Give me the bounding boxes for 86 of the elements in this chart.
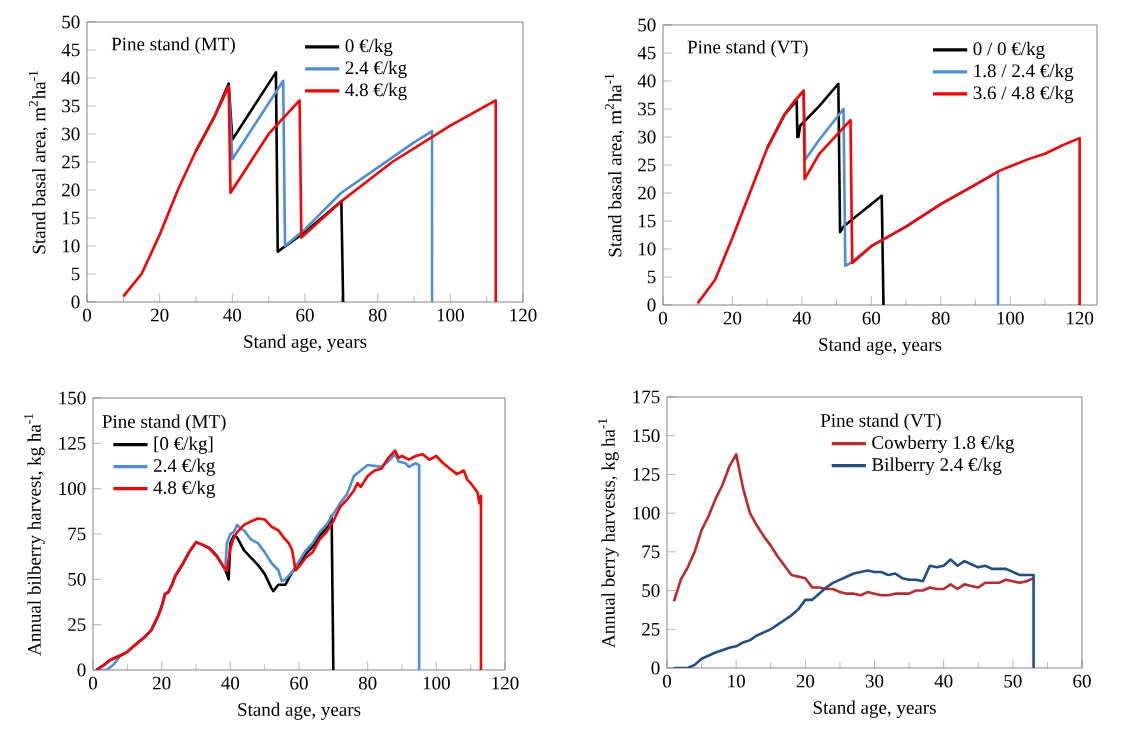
y-tick-label: 40 — [61, 71, 80, 85]
legend-label: 0 €/kg — [345, 38, 393, 57]
x-tick-label: 60 — [862, 311, 881, 325]
y-tick-label: 10 — [62, 239, 80, 253]
x-tick-label: 10 — [728, 674, 745, 688]
y-tick-label: 35 — [638, 102, 656, 116]
x-tick-label: 20 — [153, 676, 171, 690]
x-tick-label: 80 — [368, 308, 387, 322]
y-tick-label: 50 — [638, 18, 656, 32]
y-tick-label: 15 — [638, 214, 656, 228]
x-tick-label: 0 — [662, 674, 672, 688]
y-axis-title: Annual berry harvests, kg ha$^{-1}$ — [598, 418, 619, 648]
y-tick-label: 10 — [638, 242, 656, 256]
y-tick-label: 50 — [642, 584, 660, 597]
y-tick-label: 175 — [633, 390, 660, 404]
annotation: Pine stand (VT) — [687, 40, 808, 58]
y-axis-title: Stand basal area, m$^{2}$ha$^{-1}$ — [604, 74, 625, 257]
x-tick-label: 40 — [221, 676, 240, 690]
legend-label: 0 / 0 €/kg — [973, 41, 1045, 60]
y-tick-label: 30 — [638, 130, 656, 144]
y-tick-label: 25 — [62, 155, 80, 169]
y-tick-label: 15 — [62, 211, 80, 225]
legend-label: 3.6 / 4.8 €/kg — [973, 85, 1074, 104]
y-tick-label: 25 — [638, 158, 656, 172]
y-tick-label: 5 — [647, 270, 656, 284]
y-axis-title: Stand basal area, m$^{2}$ha$^{-1}$ — [28, 71, 49, 254]
y-tick-label: 45 — [61, 43, 80, 57]
x-tick-label: 80 — [931, 311, 950, 325]
x-tick-label: 80 — [358, 676, 377, 690]
y-tick-label: 100 — [59, 482, 86, 496]
y-axis-title: Annual bilberry harvest, kg ha$^{-1}$ — [24, 413, 45, 656]
legend-title: Pine stand (MT) — [102, 414, 226, 432]
y-tick-label: 5 — [71, 267, 80, 281]
legend-label: 4.8 €/kg — [345, 82, 407, 101]
x-tick-label: 60 — [290, 676, 308, 690]
x-tick-label: 100 — [997, 311, 1024, 325]
y-tick-label: 0 — [651, 661, 660, 675]
y-tick-label: 20 — [638, 186, 656, 200]
x-tick-label: 20 — [151, 308, 169, 322]
y-tick-label: 40 — [637, 74, 656, 88]
x-tick-label: 100 — [423, 676, 450, 690]
x-axis-title: Stand age, years — [238, 702, 361, 720]
x-axis-title: Stand age, years — [813, 700, 936, 718]
y-tick-label: 125 — [633, 468, 660, 481]
x-tick-label: 60 — [1073, 674, 1091, 688]
y-tick-label: 20 — [62, 183, 80, 197]
x-tick-label: 20 — [723, 311, 742, 325]
y-tick-label: 50 — [62, 15, 80, 29]
y-tick-label: 150 — [633, 429, 660, 443]
legend-label: 2.4 €/kg — [153, 458, 216, 476]
y-tick-label: 45 — [637, 46, 656, 60]
legend-label: [0 €/kg] — [154, 436, 213, 454]
x-tick-label: 120 — [1067, 311, 1094, 325]
y-tick-label: 50 — [68, 572, 86, 586]
x-tick-label: 20 — [796, 674, 815, 688]
legend-label: 1.8 / 2.4 €/kg — [974, 63, 1074, 82]
legend-title: Pine stand (VT) — [820, 413, 941, 431]
y-tick-label: 0 — [77, 663, 86, 677]
y-tick-label: 30 — [62, 127, 80, 141]
legend-label: Bilberry 2.4 €/kg — [871, 457, 1002, 475]
legend-label: 4.8 €/kg — [153, 480, 216, 498]
legend-label: Cowberry 1.8 €/kg — [872, 435, 1015, 453]
x-tick-label: 100 — [437, 308, 464, 322]
x-tick-label: 40 — [223, 308, 242, 322]
x-tick-label: 40 — [792, 311, 811, 325]
x-tick-label: 60 — [296, 308, 314, 322]
x-axis-title: Stand age, years — [819, 337, 942, 355]
y-tick-label: 75 — [642, 545, 660, 559]
y-tick-label: 75 — [68, 527, 86, 541]
y-tick-label: 25 — [642, 622, 660, 636]
x-tick-label: 0 — [88, 676, 98, 690]
x-tick-label: 50 — [1004, 674, 1022, 688]
x-tick-label: 120 — [492, 676, 519, 690]
y-tick-label: 0 — [71, 295, 80, 309]
x-tick-label: 40 — [934, 674, 953, 688]
x-axis-title: Stand age, years — [244, 334, 367, 352]
y-tick-label: 25 — [68, 618, 86, 632]
x-tick-label: 120 — [510, 308, 537, 322]
annotation: Pine stand (MT) — [111, 37, 235, 55]
y-tick-label: 0 — [647, 298, 656, 312]
y-tick-label: 125 — [59, 436, 86, 450]
y-tick-label: 35 — [62, 99, 80, 113]
y-tick-label: 150 — [59, 391, 86, 405]
x-tick-label: 30 — [865, 674, 884, 688]
legend-label: 2.4 €/kg — [345, 60, 407, 79]
y-tick-label: 100 — [633, 506, 660, 520]
